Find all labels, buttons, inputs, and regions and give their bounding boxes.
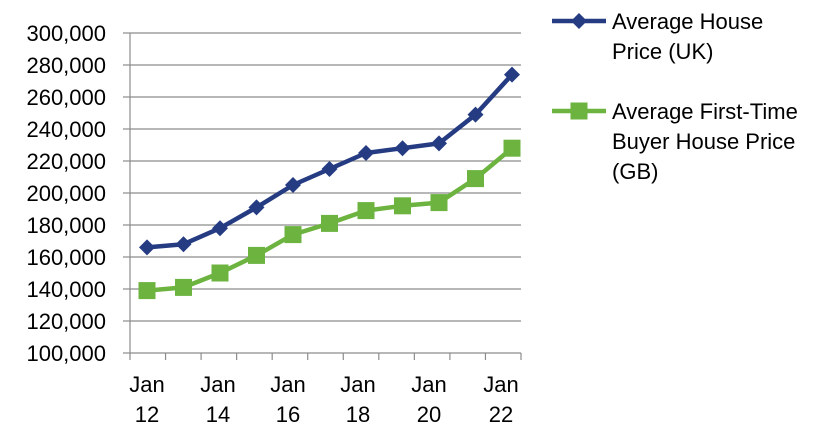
data-point-square [394, 197, 411, 215]
x-tick-label-month: Jan [340, 372, 375, 397]
x-tick-label-month: Jan [129, 372, 164, 397]
y-tick-label: 240,000 [26, 117, 106, 142]
y-tick-label: 280,000 [26, 53, 106, 78]
data-point-square [138, 282, 156, 300]
data-point-diamond [394, 140, 411, 157]
series-layer [138, 66, 521, 300]
legend-label: (GB) [612, 159, 658, 184]
data-point-square [211, 264, 229, 282]
y-tick-label: 140,000 [26, 277, 106, 302]
legend-label: Price (UK) [612, 39, 713, 64]
data-point-diamond [248, 199, 265, 216]
legend-item-1: Average House Price (UK) [552, 9, 763, 64]
series-2 [138, 139, 521, 300]
y-tick-label: 160,000 [26, 245, 106, 270]
x-tick-label-month: Jan [483, 372, 518, 397]
x-tick-label-year: 12 [135, 402, 159, 425]
y-tick-label: 200,000 [26, 181, 106, 206]
y-tick-label: 300,000 [26, 21, 106, 46]
x-axis-tick-labels: Jan 12 Jan 14 Jan 16 Jan 18 Jan 20 Jan 22 [129, 372, 518, 425]
data-point-square [175, 278, 192, 296]
data-point-diamond [431, 135, 447, 152]
x-tick-label-month: Jan [270, 372, 305, 397]
y-tick-label: 220,000 [26, 149, 106, 174]
x-tick-label-year: 22 [489, 402, 513, 425]
x-tick-label-year: 18 [346, 402, 370, 425]
y-tick-label: 120,000 [26, 309, 106, 334]
data-point-square [321, 214, 338, 232]
legend: Average House Price (UK) Average First-Tim… [552, 9, 798, 184]
data-point-square [430, 194, 448, 212]
data-point-diamond [175, 236, 192, 253]
series-1 [139, 66, 520, 256]
axes [123, 32, 522, 360]
data-point-diamond [139, 239, 155, 256]
data-point-diamond [358, 145, 374, 161]
data-point-diamond [212, 220, 228, 237]
y-tick-label: 100,000 [26, 341, 106, 366]
data-point-diamond [504, 66, 520, 83]
data-point-square [467, 170, 484, 188]
y-axis-tick-labels: 100,000 120,000 140,000 160,000 180,000 200,0… [26, 21, 106, 366]
legend-marker-square [570, 102, 588, 120]
data-point-square [284, 226, 302, 244]
legend-label: Buyer House Price [612, 129, 795, 154]
x-tick-label-year: 14 [206, 402, 230, 425]
legend-item-2: Average First-Time Buyer House Price (GB) [552, 99, 798, 184]
y-gridlines [130, 32, 521, 322]
legend-label: Average First-Time [612, 99, 798, 124]
data-point-diamond [467, 106, 484, 123]
data-point-square [357, 202, 375, 220]
legend-label: Average House [612, 9, 763, 34]
data-point-diamond [321, 161, 338, 177]
legend-marker-diamond [571, 13, 587, 29]
data-point-square [248, 246, 265, 264]
x-tick-label-year: 20 [417, 402, 441, 425]
y-tick-label: 260,000 [26, 85, 106, 110]
data-point-square [503, 139, 521, 157]
data-point-diamond [285, 177, 301, 193]
x-tick-label-month: Jan [411, 372, 446, 397]
x-tick-label-year: 16 [276, 402, 300, 425]
y-tick-label: 180,000 [26, 213, 106, 238]
x-tick-label-month: Jan [200, 372, 235, 397]
